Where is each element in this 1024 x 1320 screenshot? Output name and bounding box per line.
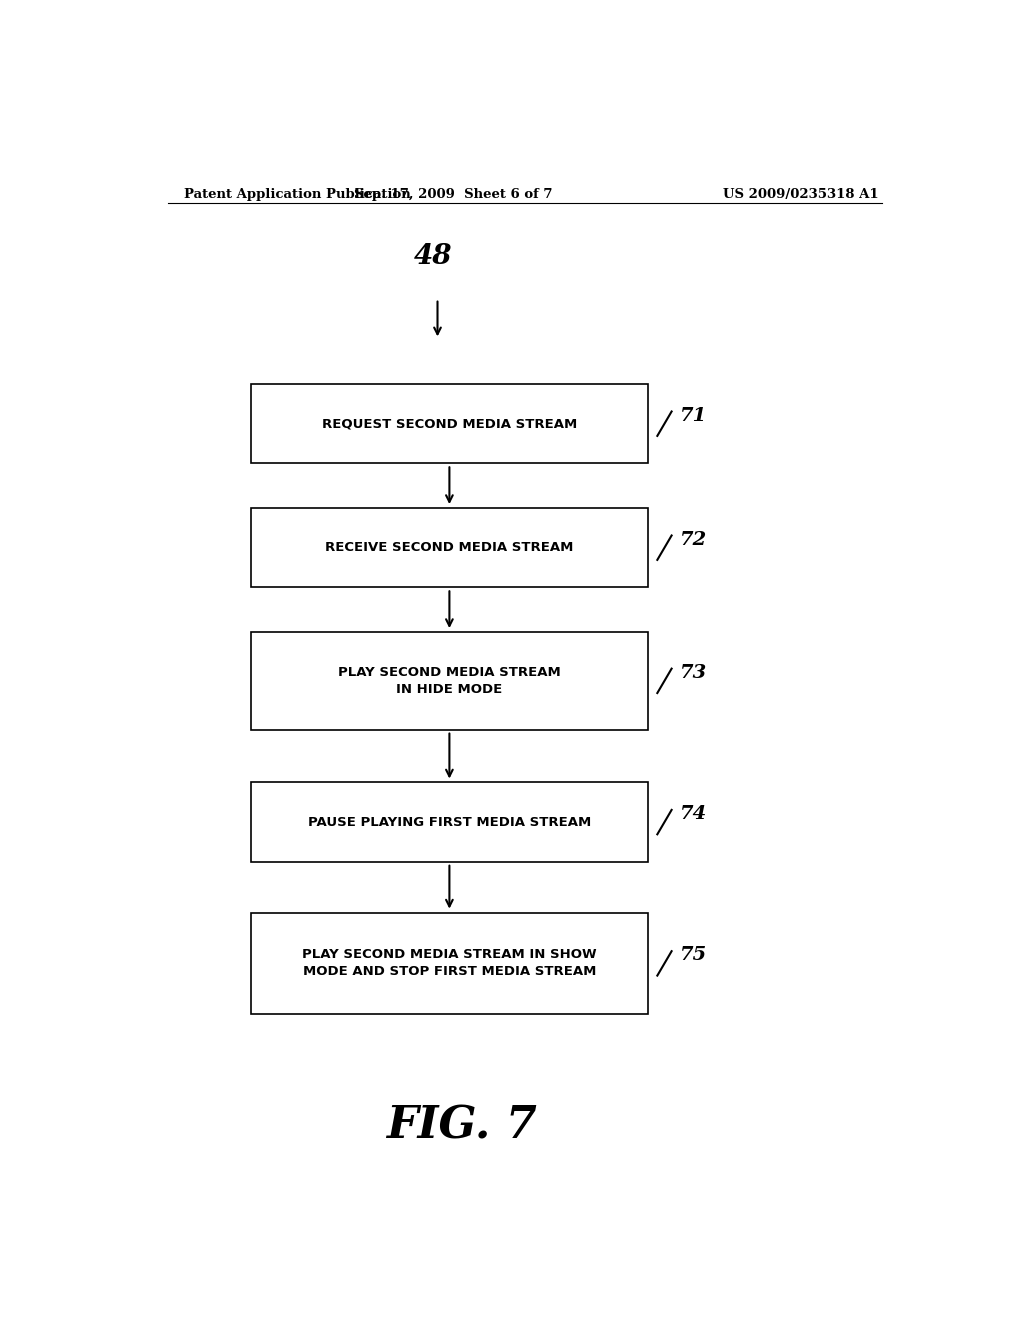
Bar <box>251 508 648 587</box>
Bar <box>251 632 648 730</box>
Text: 72: 72 <box>680 531 707 549</box>
Text: US 2009/0235318 A1: US 2009/0235318 A1 <box>723 189 879 202</box>
Bar <box>251 912 648 1014</box>
Text: 75: 75 <box>680 946 707 964</box>
Text: 74: 74 <box>680 805 707 822</box>
Bar <box>251 384 648 463</box>
Bar <box>251 783 648 862</box>
Text: 73: 73 <box>680 664 707 681</box>
Text: REQUEST SECOND MEDIA STREAM: REQUEST SECOND MEDIA STREAM <box>322 417 578 430</box>
Text: 48: 48 <box>415 243 453 271</box>
Text: Patent Application Publication: Patent Application Publication <box>183 189 411 202</box>
Text: FIG. 7: FIG. 7 <box>386 1105 537 1147</box>
Text: PLAY SECOND MEDIA STREAM IN SHOW
MODE AND STOP FIRST MEDIA STREAM: PLAY SECOND MEDIA STREAM IN SHOW MODE AN… <box>302 948 597 978</box>
Text: Sep. 17, 2009  Sheet 6 of 7: Sep. 17, 2009 Sheet 6 of 7 <box>354 189 553 202</box>
Text: PLAY SECOND MEDIA STREAM
IN HIDE MODE: PLAY SECOND MEDIA STREAM IN HIDE MODE <box>338 665 561 696</box>
Text: RECEIVE SECOND MEDIA STREAM: RECEIVE SECOND MEDIA STREAM <box>326 541 573 554</box>
Text: 71: 71 <box>680 407 707 425</box>
Text: PAUSE PLAYING FIRST MEDIA STREAM: PAUSE PLAYING FIRST MEDIA STREAM <box>308 816 591 829</box>
